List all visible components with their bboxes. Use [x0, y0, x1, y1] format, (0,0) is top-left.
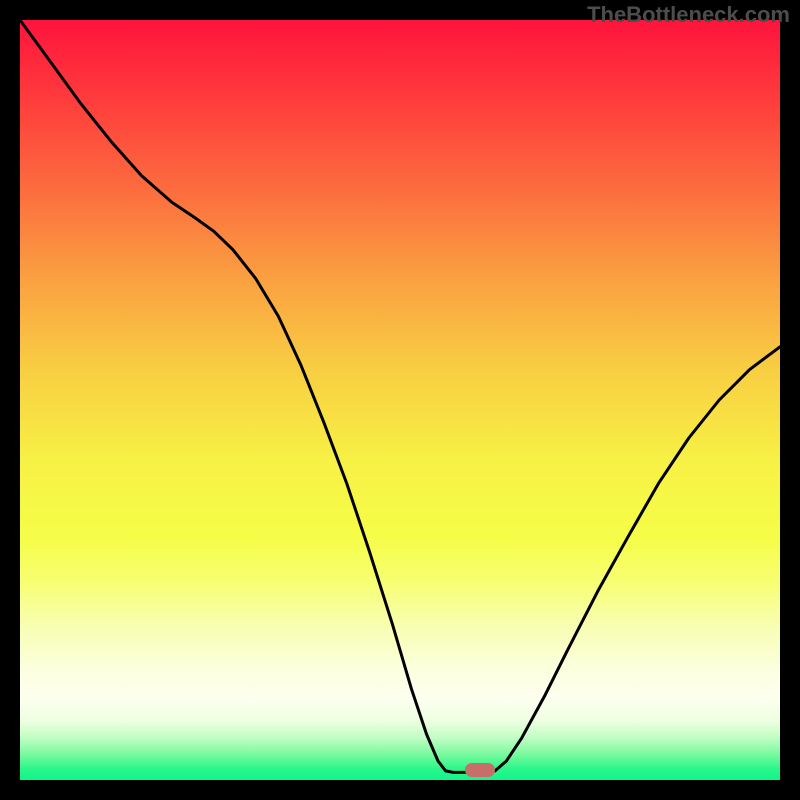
optimal-marker — [465, 763, 495, 777]
chart-container: TheBottleneck.com — [0, 0, 800, 800]
watermark-text: TheBottleneck.com — [587, 2, 790, 28]
curve-layer — [20, 20, 780, 780]
plot-area — [20, 20, 780, 780]
bottleneck-curve — [20, 20, 780, 772]
